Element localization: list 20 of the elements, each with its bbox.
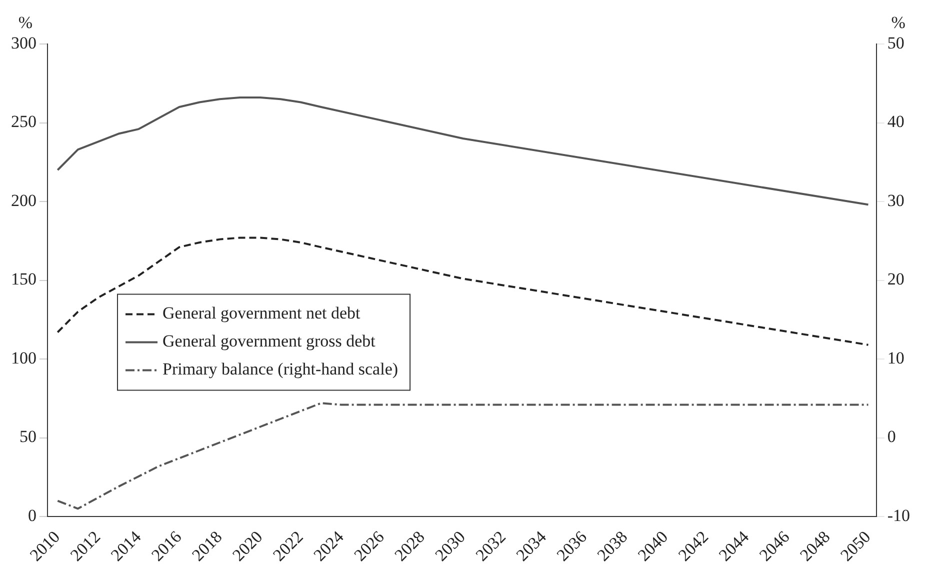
y2-tick-label: 40 <box>887 112 904 132</box>
y-tick-label: 200 <box>11 190 36 210</box>
legend-label: General government net debt <box>162 304 361 323</box>
legend-label: General government gross debt <box>162 332 376 351</box>
y-tick-label: 300 <box>11 33 36 52</box>
y-tick-label: 250 <box>11 112 36 132</box>
y-tick-label: 50 <box>20 427 36 446</box>
y-tick-label: 150 <box>11 270 36 289</box>
y-tick-label: 100 <box>11 348 36 368</box>
y2-axis-title: % <box>891 12 906 32</box>
y2-tick-label: -10 <box>887 506 910 525</box>
y2-tick-label: 0 <box>887 427 896 446</box>
y2-tick-label: 10 <box>887 348 904 368</box>
legend-label: Primary balance (right-hand scale) <box>162 360 398 379</box>
y2-tick-label: 50 <box>887 33 904 52</box>
y2-tick-label: 20 <box>887 270 904 289</box>
y-axis-title: % <box>18 12 33 32</box>
line-series <box>56 402 870 510</box>
y2-tick-label: 30 <box>887 190 904 210</box>
y-tick-label: 0 <box>28 506 36 525</box>
